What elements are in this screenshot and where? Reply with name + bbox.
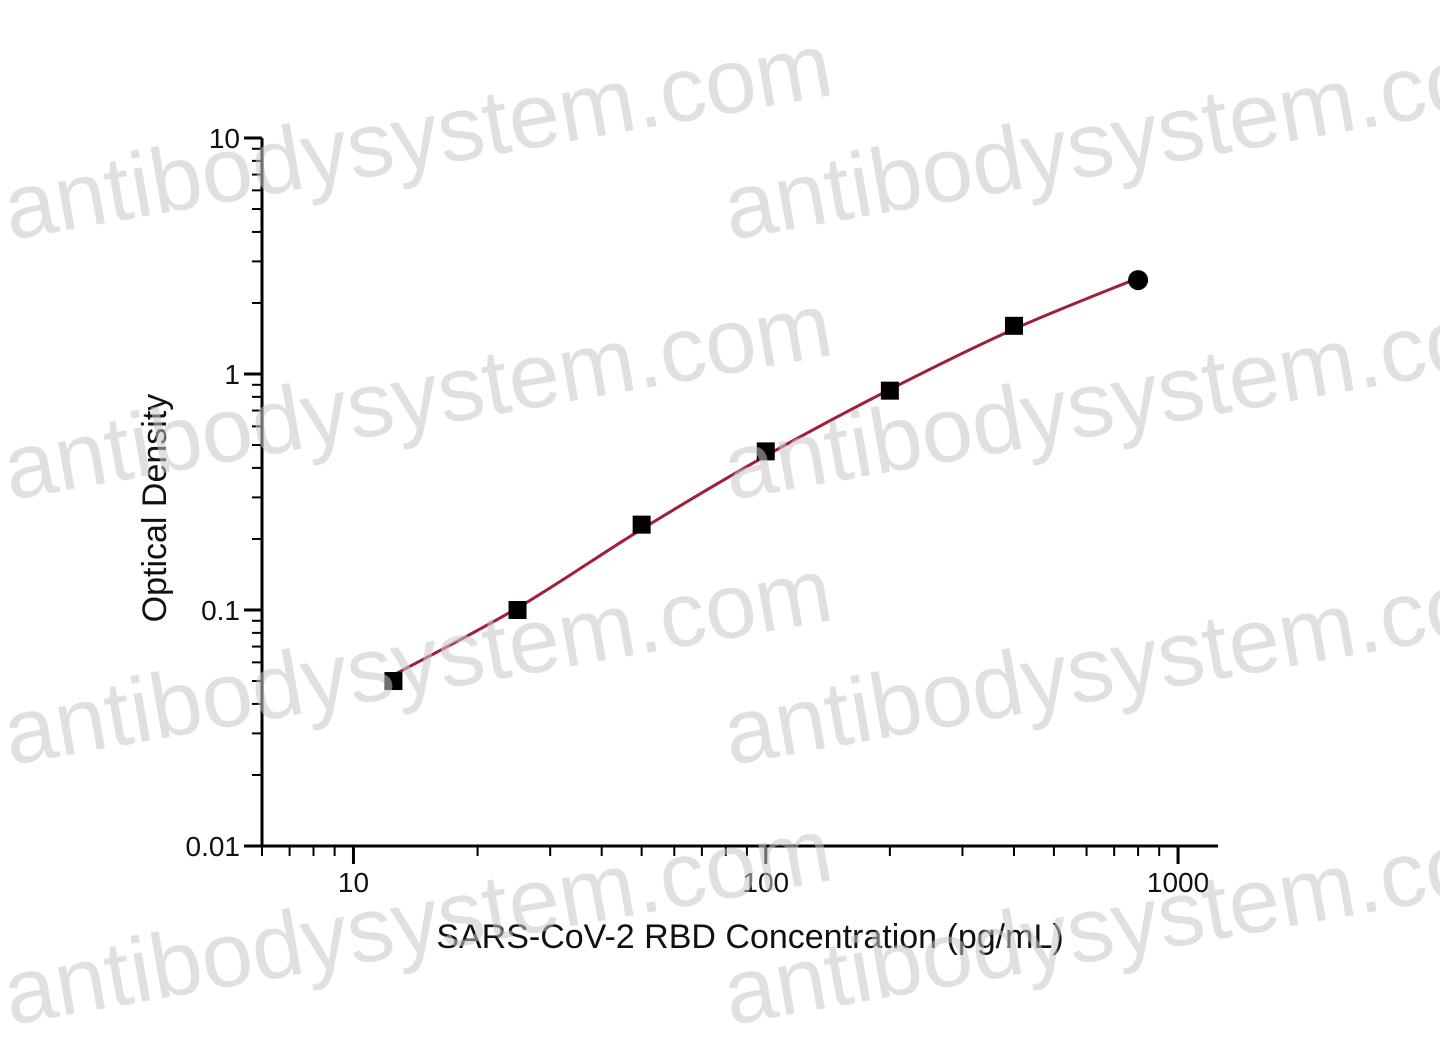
x-axis-title: SARS-CoV-2 RBD Concentration (pg/mL) [436,918,1063,956]
y-tick-label: 10 [209,123,240,154]
data-point [1128,270,1149,291]
data-point [880,381,899,400]
data-point [508,601,527,619]
y-tick-label: 0.1 [201,595,240,626]
data-points [384,270,1149,691]
x-tick-label: 10 [338,867,369,898]
watermark-text: antibodysystem.com [0,274,839,520]
data-point [632,515,651,534]
data-point [1004,316,1023,335]
y-tick-label: 1 [224,359,240,390]
data-point [756,442,775,461]
axis-labels: 10 100 1000 0.01 0.1 1 10 SARS-CoV-2 RBD Concen… [136,123,1209,956]
y-tick-label: 0.01 [186,831,241,862]
watermarks: antibodysystem.comantibodysystem.comanti… [0,14,1440,1045]
watermark-text: antibodysystem.com [0,14,839,260]
x-tick-label: 1000 [1147,867,1209,898]
watermark-text: antibodysystem.com [0,539,839,785]
axes [244,136,1218,864]
data-point [384,672,403,691]
x-tick-label: 100 [742,867,789,898]
y-axis-title: Optical Density [136,394,174,623]
